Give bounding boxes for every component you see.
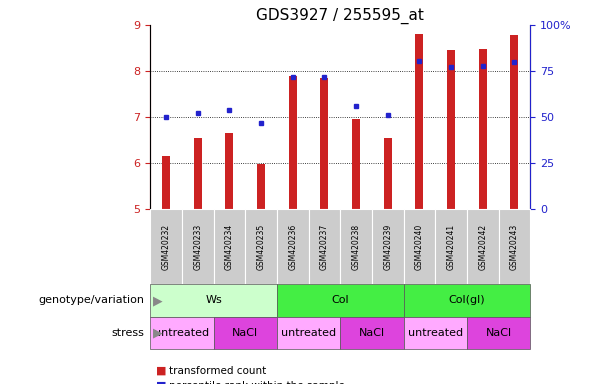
Bar: [403, 209, 435, 284]
Bar: [447, 50, 455, 209]
Bar: [403, 284, 530, 317]
Text: ■: ■: [156, 381, 167, 384]
Bar: [416, 34, 424, 209]
Text: ▶: ▶: [153, 327, 163, 339]
Bar: [226, 133, 234, 209]
Bar: [511, 35, 519, 209]
Bar: [435, 209, 467, 284]
Text: GSM420235: GSM420235: [256, 223, 265, 270]
Text: GSM420233: GSM420233: [193, 223, 202, 270]
Bar: [194, 138, 202, 209]
Text: GSM420242: GSM420242: [478, 223, 487, 270]
Bar: [467, 209, 498, 284]
Text: GSM420232: GSM420232: [161, 223, 170, 270]
Text: untreated: untreated: [408, 328, 463, 338]
Text: NaCl: NaCl: [359, 328, 385, 338]
Bar: [498, 209, 530, 284]
Text: Col: Col: [332, 295, 349, 306]
Text: Ws: Ws: [205, 295, 222, 306]
Bar: [277, 209, 308, 284]
Text: GSM420241: GSM420241: [446, 223, 455, 270]
Bar: [277, 284, 403, 317]
Text: untreated: untreated: [154, 328, 210, 338]
Text: GSM420240: GSM420240: [415, 223, 424, 270]
Bar: [289, 76, 297, 209]
Text: GSM420238: GSM420238: [351, 223, 360, 270]
Text: ■: ■: [156, 366, 167, 376]
Text: GSM420243: GSM420243: [510, 223, 519, 270]
Text: genotype/variation: genotype/variation: [38, 295, 144, 306]
Text: NaCl: NaCl: [485, 328, 512, 338]
Text: GSM420234: GSM420234: [225, 223, 234, 270]
Bar: [257, 164, 265, 209]
Bar: [479, 49, 487, 209]
Text: stress: stress: [111, 328, 144, 338]
Bar: [150, 284, 277, 317]
Bar: [150, 209, 182, 284]
Bar: [182, 209, 213, 284]
Bar: [162, 156, 170, 209]
Bar: [467, 317, 530, 349]
Text: ▶: ▶: [153, 294, 163, 307]
Bar: [340, 317, 403, 349]
Text: Col(gl): Col(gl): [449, 295, 485, 306]
Text: GSM420236: GSM420236: [288, 223, 297, 270]
Bar: [340, 209, 372, 284]
Text: GSM420239: GSM420239: [383, 223, 392, 270]
Text: NaCl: NaCl: [232, 328, 258, 338]
Bar: [372, 209, 403, 284]
Bar: [403, 317, 467, 349]
Bar: [213, 209, 245, 284]
Text: untreated: untreated: [281, 328, 336, 338]
Bar: [321, 78, 329, 209]
Bar: [352, 119, 360, 209]
Text: transformed count: transformed count: [169, 366, 266, 376]
Text: percentile rank within the sample: percentile rank within the sample: [169, 381, 345, 384]
Bar: [308, 209, 340, 284]
Text: GSM420237: GSM420237: [320, 223, 329, 270]
Bar: [245, 209, 277, 284]
Bar: [213, 317, 277, 349]
Bar: [384, 138, 392, 209]
Title: GDS3927 / 255595_at: GDS3927 / 255595_at: [256, 7, 424, 23]
Bar: [277, 317, 340, 349]
Bar: [150, 317, 213, 349]
